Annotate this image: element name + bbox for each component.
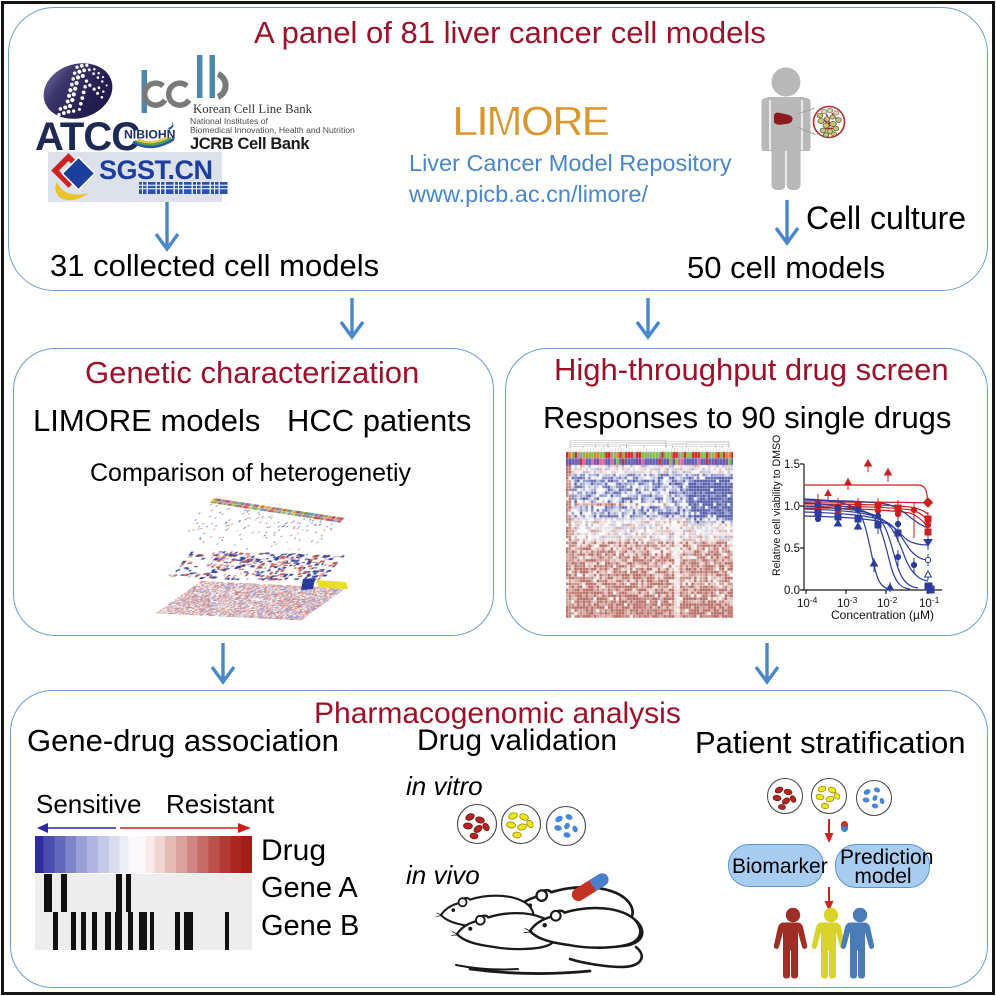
- svg-text:1.5: 1.5: [784, 459, 800, 471]
- svg-text:0.5: 0.5: [784, 543, 800, 555]
- svg-text:Concentration (µM): Concentration (µM): [831, 608, 934, 622]
- svg-text:ATCC: ATCC: [35, 115, 139, 159]
- svg-text:Biomedical Innovation, Health: Biomedical Innovation, Health and Nutrit…: [190, 125, 355, 135]
- svg-text:0.0: 0.0: [784, 585, 800, 597]
- svg-text:10-4: 10-4: [797, 595, 818, 610]
- svg-text:Korean Cell Line Bank: Korean Cell Line Bank: [193, 102, 313, 116]
- svg-text:SGST.CN: SGST.CN: [99, 155, 213, 185]
- svg-text:1.0: 1.0: [784, 501, 800, 513]
- svg-text:National Institutes of: National Institutes of: [190, 116, 268, 126]
- svg-text:NIBIOHN: NIBIOHN: [124, 128, 175, 142]
- svg-text:JCRB Cell Bank: JCRB Cell Bank: [190, 135, 310, 153]
- svg-text:Relative cell viability to DMS: Relative cell viability to DMSO: [771, 435, 783, 576]
